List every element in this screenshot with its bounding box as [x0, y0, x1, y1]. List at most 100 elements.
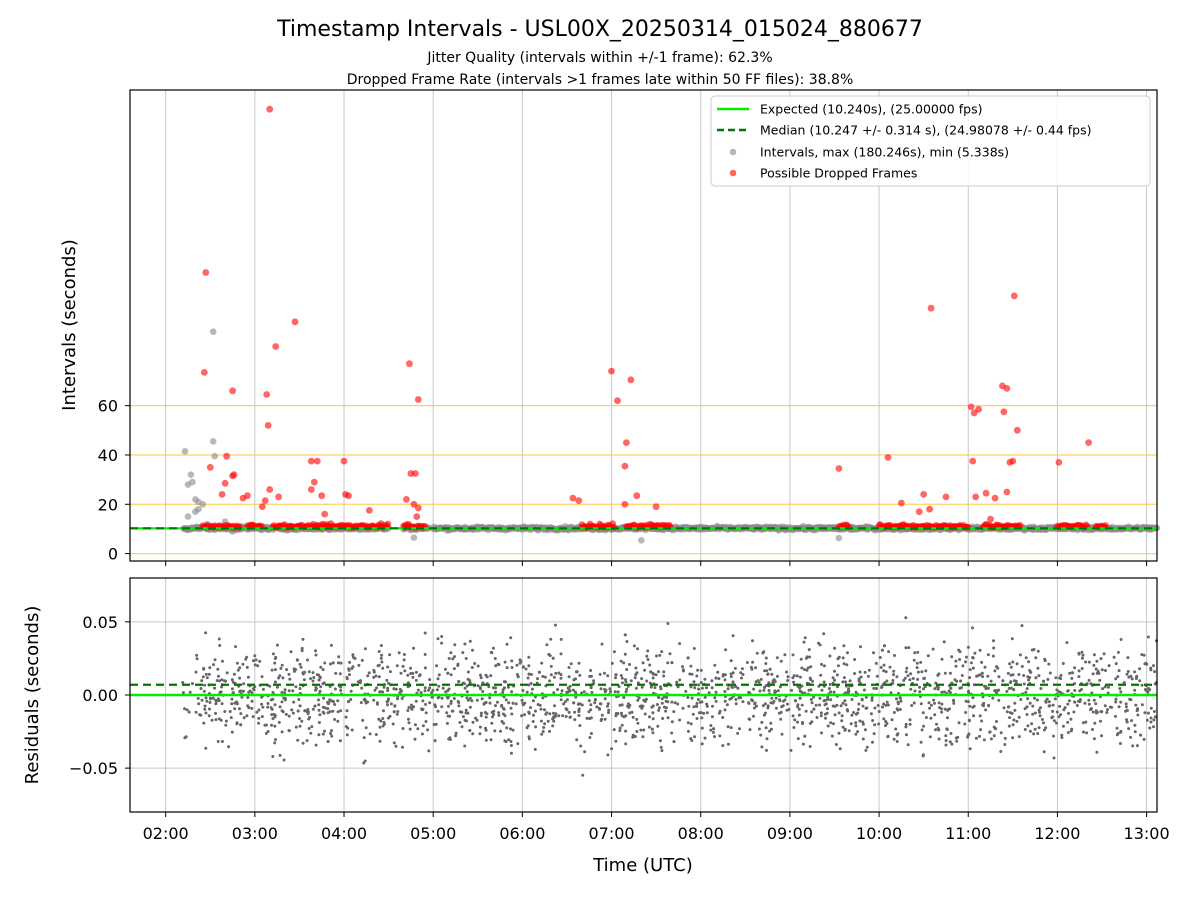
residual-point [1035, 698, 1039, 702]
residual-point [636, 721, 640, 725]
residual-point [1005, 710, 1009, 714]
residual-point [217, 637, 221, 641]
residual-point [194, 710, 198, 714]
residual-point [600, 713, 604, 717]
residual-point [423, 653, 427, 656]
residual-point [423, 666, 427, 670]
residual-point [407, 717, 410, 721]
residual-point [972, 704, 976, 708]
residual-point [892, 737, 896, 741]
x-tick-label: 09:00 [767, 824, 813, 843]
residual-point [775, 674, 779, 678]
residual-point [471, 648, 474, 652]
residual-point [424, 702, 427, 706]
residual-point [444, 690, 448, 694]
residual-point [971, 656, 975, 660]
residual-point [532, 713, 535, 717]
residual-point [465, 684, 469, 688]
residual-point [527, 664, 531, 668]
residual-point [202, 689, 206, 693]
residual-point [1148, 726, 1152, 730]
residual-point [255, 710, 259, 714]
residual-point [432, 723, 436, 726]
residual-point [1009, 681, 1012, 685]
residual-point [205, 676, 209, 680]
residual-point [447, 687, 451, 691]
residual-point [237, 707, 241, 711]
residual-point [978, 714, 982, 718]
dropped-frame-point [307, 486, 315, 493]
residual-point [1073, 700, 1077, 704]
residual-point [826, 697, 830, 701]
residual-point [529, 673, 533, 676]
residual-point [559, 652, 563, 656]
residual-point [646, 649, 650, 653]
interval-point [410, 534, 418, 541]
residual-point [1085, 731, 1089, 735]
residual-point [770, 672, 774, 676]
residual-point [245, 714, 249, 718]
residual-point [606, 702, 610, 706]
residual-point [935, 722, 938, 726]
residual-point [519, 660, 523, 663]
residual-point [1084, 720, 1088, 724]
residual-point [984, 708, 988, 712]
residual-point [552, 719, 556, 723]
residual-point [622, 661, 626, 665]
residual-point [739, 671, 743, 675]
residual-point [705, 702, 709, 706]
dropped-frame-point [575, 497, 583, 504]
residual-point [231, 691, 235, 695]
legend-intervals-label: Intervals, max (180.246s), min (5.338s) [760, 145, 1009, 160]
residual-point [207, 714, 211, 718]
residual-point [906, 674, 910, 678]
residual-point [647, 725, 651, 729]
residual-point [960, 674, 964, 677]
residual-point [389, 702, 393, 706]
residual-point [314, 653, 318, 657]
residual-point [904, 722, 908, 726]
residual-point [1094, 702, 1098, 706]
residual-point [919, 702, 923, 706]
residual-point [880, 705, 884, 709]
residual-point [642, 728, 646, 732]
residual-point [757, 680, 761, 684]
residual-point [986, 653, 990, 657]
residual-point [874, 687, 878, 690]
residual-point [957, 721, 961, 725]
residual-point [1051, 715, 1055, 719]
residual-point [214, 698, 218, 702]
residual-point [287, 714, 291, 718]
residual-point [510, 666, 514, 669]
chart-title: Timestamp Intervals - USL00X_20250314_01… [276, 17, 923, 42]
dropped-frame-point [345, 492, 352, 500]
residual-point [1084, 660, 1087, 664]
legend: Expected (10.240s), (25.00000 fps) Media… [710, 95, 1151, 187]
x-tick-label: 11:00 [945, 824, 991, 843]
residual-point [363, 697, 367, 701]
residual-point [410, 707, 414, 711]
residual-point [494, 664, 498, 668]
residual-point [807, 648, 811, 652]
residual-point [260, 675, 264, 679]
residual-point [1066, 720, 1070, 724]
residual-point [1018, 653, 1022, 657]
residual-point [298, 724, 302, 728]
residual-point [458, 710, 462, 714]
dropped-frame-point [229, 472, 237, 480]
residual-point [924, 716, 928, 719]
residual-point [847, 729, 851, 733]
residual-point [670, 700, 674, 704]
residual-point [612, 728, 616, 732]
residual-point [681, 706, 685, 710]
residual-point [531, 699, 535, 703]
residual-point [657, 708, 661, 712]
residual-point [905, 666, 909, 670]
residual-point [822, 664, 826, 668]
residual-point [250, 691, 254, 695]
residual-point [540, 661, 544, 665]
residual-point [542, 726, 546, 729]
residual-point [1125, 718, 1128, 722]
residual-point [1010, 711, 1014, 715]
residual-point [710, 715, 714, 719]
